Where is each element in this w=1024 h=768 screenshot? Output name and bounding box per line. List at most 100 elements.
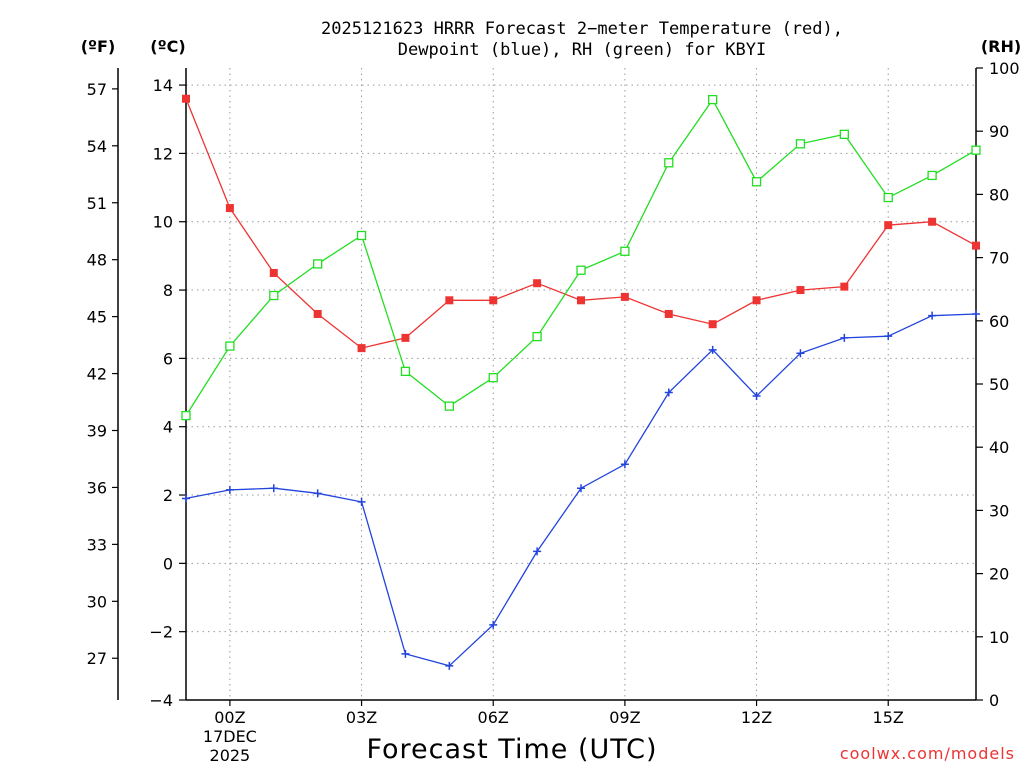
dewpoint-point bbox=[401, 650, 409, 658]
dewpoint-point bbox=[270, 484, 278, 492]
celsius-tick-label: 0 bbox=[163, 554, 173, 573]
axes-layer bbox=[112, 68, 983, 706]
rh-point bbox=[709, 96, 717, 104]
temperature-point bbox=[358, 344, 366, 352]
fahrenheit-unit-label: (ºF) bbox=[81, 37, 116, 56]
rh-point bbox=[270, 292, 278, 300]
dewpoint-point bbox=[928, 312, 936, 320]
temperature-point bbox=[621, 293, 629, 301]
x-tick-date-label: 17DEC bbox=[203, 727, 257, 746]
x-tick-date-label: 2025 bbox=[210, 746, 251, 765]
rh-tick-label: 90 bbox=[989, 122, 1009, 141]
rh-tick-label: 50 bbox=[989, 375, 1009, 394]
temperature-point bbox=[270, 269, 278, 277]
x-tick-label: 06Z bbox=[478, 708, 509, 727]
rh-series-line bbox=[186, 100, 976, 416]
fahrenheit-tick-label: 27 bbox=[87, 649, 107, 668]
celsius-tick-label: −4 bbox=[149, 691, 173, 710]
tick-label-layer: −4 −2 0 2 4 6 8 10 12 14 27 30 33 36 39 42 45 48 51 54 57 0 10… bbox=[87, 59, 1020, 765]
rh-point bbox=[928, 171, 936, 179]
celsius-tick-label: 6 bbox=[163, 349, 173, 368]
temperature-point bbox=[445, 296, 453, 304]
rh-point bbox=[972, 146, 980, 154]
celsius-tick-label: 12 bbox=[153, 144, 173, 163]
x-tick-label: 12Z bbox=[741, 708, 772, 727]
temperature-point bbox=[709, 320, 717, 328]
rh-tick-label: 100 bbox=[989, 59, 1020, 78]
rh-point bbox=[577, 266, 585, 274]
grid-layer bbox=[186, 68, 976, 700]
temperature-series-line bbox=[186, 99, 976, 348]
temperature-point bbox=[665, 310, 673, 318]
rh-tick-label: 20 bbox=[989, 565, 1009, 584]
rh-point bbox=[796, 140, 804, 148]
temperature-point bbox=[533, 279, 541, 287]
x-axis-title: Forecast Time (UTC) bbox=[366, 734, 657, 765]
credit-text: coolwx.com/models bbox=[840, 744, 1015, 763]
temperature-point bbox=[972, 242, 980, 250]
temperature-point bbox=[840, 283, 848, 291]
fahrenheit-tick-label: 45 bbox=[87, 308, 107, 327]
rh-tick-label: 0 bbox=[989, 691, 999, 710]
fahrenheit-tick-label: 54 bbox=[87, 137, 107, 156]
temperature-point bbox=[489, 296, 497, 304]
dewpoint-point bbox=[314, 489, 322, 497]
temperature-point bbox=[226, 204, 234, 212]
rh-tick-label: 80 bbox=[989, 185, 1009, 204]
rh-point bbox=[182, 412, 190, 420]
temperature-point bbox=[928, 218, 936, 226]
chart-title-line-2: Dewpoint (blue), RH (green) for KBYI bbox=[398, 40, 766, 60]
dewpoint-point bbox=[358, 498, 366, 506]
rh-unit-label: (RH) bbox=[981, 37, 1021, 56]
celsius-tick-label: −2 bbox=[149, 623, 173, 642]
rh-point bbox=[358, 231, 366, 239]
rh-point bbox=[489, 374, 497, 382]
celsius-tick-label: 8 bbox=[163, 281, 173, 300]
temperature-point bbox=[884, 221, 892, 229]
chart-root: 2025121623 HRRR Forecast 2−meter Tempera… bbox=[0, 0, 1024, 768]
dewpoint-point bbox=[226, 486, 234, 494]
fahrenheit-tick-label: 33 bbox=[87, 535, 107, 554]
series-layer bbox=[182, 95, 980, 670]
dewpoint-point bbox=[840, 334, 848, 342]
dewpoint-point bbox=[577, 484, 585, 492]
temperature-point bbox=[753, 296, 761, 304]
chart-title-line-1: 2025121623 HRRR Forecast 2−meter Tempera… bbox=[321, 19, 843, 39]
x-tick-label: 00Z bbox=[214, 708, 245, 727]
rh-tick-label: 60 bbox=[989, 312, 1009, 331]
rh-point bbox=[665, 159, 673, 167]
celsius-tick-label: 2 bbox=[163, 486, 173, 505]
rh-point bbox=[840, 130, 848, 138]
rh-tick-label: 70 bbox=[989, 249, 1009, 268]
celsius-tick-label: 4 bbox=[163, 418, 173, 437]
rh-point bbox=[621, 247, 629, 255]
x-tick-label: 15Z bbox=[873, 708, 904, 727]
rh-tick-label: 40 bbox=[989, 438, 1009, 457]
temperature-point bbox=[314, 310, 322, 318]
dewpoint-point bbox=[621, 460, 629, 468]
fahrenheit-tick-label: 48 bbox=[87, 251, 107, 270]
temperature-point bbox=[182, 95, 190, 103]
rh-point bbox=[753, 178, 761, 186]
fahrenheit-tick-label: 30 bbox=[87, 592, 107, 611]
dewpoint-point bbox=[972, 310, 980, 318]
rh-point bbox=[226, 342, 234, 350]
fahrenheit-tick-label: 36 bbox=[87, 478, 107, 497]
celsius-unit-label: (ºC) bbox=[150, 37, 185, 56]
fahrenheit-tick-label: 51 bbox=[87, 194, 107, 213]
temperature-point bbox=[796, 286, 804, 294]
fahrenheit-tick-label: 42 bbox=[87, 365, 107, 384]
rh-point bbox=[884, 194, 892, 202]
dewpoint-point bbox=[533, 547, 541, 555]
fahrenheit-tick-label: 39 bbox=[87, 421, 107, 440]
x-tick-label: 09Z bbox=[609, 708, 640, 727]
rh-point bbox=[401, 367, 409, 375]
x-tick-label: 03Z bbox=[346, 708, 377, 727]
temperature-point bbox=[577, 296, 585, 304]
dewpoint-point bbox=[182, 494, 190, 502]
rh-point bbox=[533, 333, 541, 341]
fahrenheit-tick-label: 57 bbox=[87, 80, 107, 99]
celsius-tick-label: 14 bbox=[153, 76, 173, 95]
celsius-tick-label: 10 bbox=[153, 213, 173, 232]
dewpoint-point bbox=[884, 332, 892, 340]
